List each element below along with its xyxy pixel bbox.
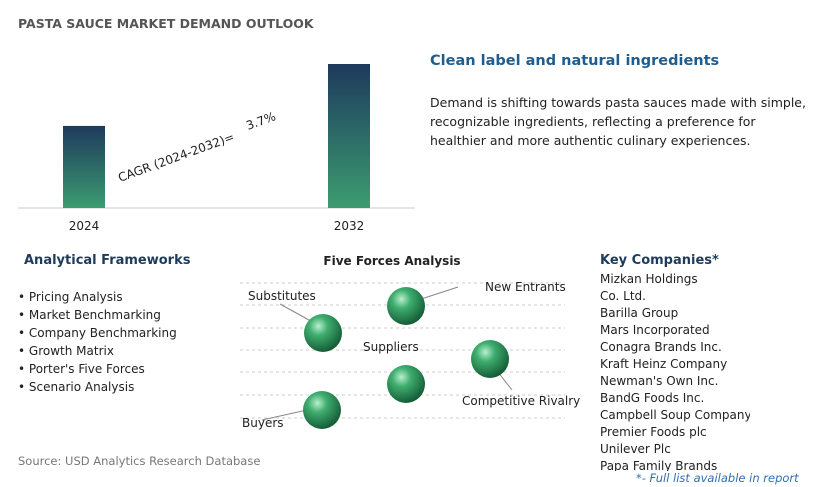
item-text: Porter's Five Forces xyxy=(28,362,145,376)
x-tick-label: 2032 xyxy=(334,219,365,233)
frameworks-list: • Pricing Analysis • Market Benchmarking •… xyxy=(18,288,177,396)
list-item: • Porter's Five Forces xyxy=(18,360,177,378)
item-text: BandG Foods Inc. xyxy=(600,391,705,405)
page-title: PASTA SAUCE MARKET DEMAND OUTLOOK xyxy=(18,16,314,31)
list-item: Mizkan Holdings Co. Ltd. xyxy=(600,271,720,305)
force-label: Competitive Rivalry xyxy=(462,394,580,408)
item-text: Campbell Soup Company xyxy=(600,408,750,422)
list-item: Newman's Own Inc. xyxy=(600,373,750,390)
bullet: • xyxy=(18,326,29,340)
item-text: Company Benchmarking xyxy=(28,326,177,340)
highlight-text: Demand is shifting towards pasta sauces … xyxy=(430,95,806,148)
list-item: Mars Incorporated xyxy=(600,322,750,339)
companies-list: Mizkan Holdings Co. Ltd. Barilla Group Mar… xyxy=(600,271,750,471)
list-item: • Company Benchmarking xyxy=(18,324,177,342)
item-text: Mizkan Holdings Co. Ltd. xyxy=(600,272,698,303)
list-item: BandG Foods Inc. xyxy=(600,390,750,407)
item-text: Scenario Analysis xyxy=(28,380,135,394)
bullet: • xyxy=(18,362,29,376)
bar xyxy=(328,64,370,208)
cagr-value: 3.7% xyxy=(244,109,277,133)
bullet: • xyxy=(18,290,29,304)
list-item: • Scenario Analysis xyxy=(18,378,177,396)
list-item: Campbell Soup Company xyxy=(600,407,750,424)
highlight-heading: Clean label and natural ingredients xyxy=(430,53,720,69)
item-text: Papa Family Brands xyxy=(600,459,718,471)
item-text: Pricing Analysis xyxy=(28,290,123,304)
footnote: *- Full list available in report xyxy=(636,471,799,485)
list-item: Papa Family Brands xyxy=(600,458,750,471)
list-item: Kraft Heinz Company xyxy=(600,356,750,373)
list-item: • Market Benchmarking xyxy=(18,306,177,324)
bullet: • xyxy=(18,344,29,358)
bullet: • xyxy=(18,380,29,394)
x-tick-label: 2024 xyxy=(69,219,100,233)
forces-balls xyxy=(303,287,509,429)
list-item: Barilla Group xyxy=(600,305,750,322)
item-text: Premier Foods plc xyxy=(600,425,707,439)
force-label: New Entrants xyxy=(485,280,566,294)
list-item: • Pricing Analysis xyxy=(18,288,177,306)
item-text: Barilla Group xyxy=(600,306,679,320)
item-text: Growth Matrix xyxy=(28,344,114,358)
list-item: Premier Foods plc xyxy=(600,424,750,441)
force-label: Buyers xyxy=(242,416,284,430)
force-label: Substitutes xyxy=(248,289,316,303)
item-text: Unilever Plc xyxy=(600,442,671,456)
forces-title: Five Forces Analysis xyxy=(323,254,460,268)
item-text: Kraft Heinz Company xyxy=(600,357,728,371)
cagr-label: CAGR (2024-2032)= xyxy=(116,130,236,185)
frameworks-title: Analytical Frameworks xyxy=(24,253,191,268)
bar xyxy=(63,125,105,208)
item-text: Conagra Brands Inc. xyxy=(600,340,722,354)
bullet: • xyxy=(18,308,29,322)
item-text: Newman's Own Inc. xyxy=(600,374,719,388)
list-item: Conagra Brands Inc. xyxy=(600,339,750,356)
source: Source: USD Analytics Research Database xyxy=(18,454,261,468)
force-label: Suppliers xyxy=(363,340,419,354)
item-text: Mars Incorporated xyxy=(600,323,710,337)
list-item: • Growth Matrix xyxy=(18,342,177,360)
companies-title: Key Companies* xyxy=(600,253,719,268)
list-item: Unilever Plc xyxy=(600,441,750,458)
item-text: Market Benchmarking xyxy=(28,308,161,322)
